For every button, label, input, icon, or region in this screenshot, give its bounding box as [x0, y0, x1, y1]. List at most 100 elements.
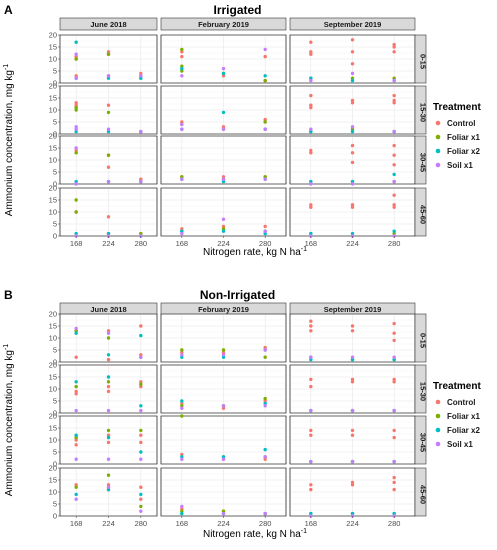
data-point [221, 406, 226, 410]
data-point [221, 511, 226, 516]
legend-label: Soil x1 [447, 440, 473, 449]
data-point [309, 127, 313, 131]
chart-title: Irrigated [213, 3, 261, 17]
row-strip [414, 364, 427, 414]
x-tick-label: 224 [217, 239, 230, 248]
data-point [350, 459, 355, 464]
data-point [180, 47, 184, 52]
x-tick-label: 280 [388, 239, 401, 248]
data-point [309, 355, 313, 359]
data-point [180, 399, 184, 403]
data-point [221, 229, 226, 233]
column-strip-label: June 2018 [90, 305, 126, 314]
data-point [74, 331, 78, 335]
data-point [74, 329, 78, 333]
data-point [350, 231, 355, 236]
data-point [139, 71, 143, 76]
data-point [263, 511, 267, 516]
data-point [309, 203, 313, 207]
data-point [263, 348, 267, 352]
data-point [350, 408, 355, 413]
data-point [74, 433, 78, 437]
data-point [180, 69, 184, 73]
data-point [263, 54, 267, 59]
legend-swatch [435, 148, 441, 154]
data-point [350, 125, 355, 129]
data-point [350, 78, 355, 83]
data-point [139, 231, 143, 236]
data-point [180, 414, 184, 418]
data-point [74, 76, 78, 80]
data-point [74, 389, 78, 394]
data-point [350, 127, 355, 131]
data-point [309, 50, 313, 54]
data-point [74, 148, 78, 153]
column-strip-label: February 2019 [198, 305, 249, 314]
data-point [139, 404, 143, 408]
y-tick-label: 10 [49, 106, 57, 115]
data-point [139, 428, 143, 433]
data-point [180, 177, 184, 181]
data-point [74, 103, 78, 107]
data-point [221, 74, 226, 78]
data-point [263, 345, 267, 350]
data-point [106, 129, 111, 134]
data-point [106, 435, 111, 440]
y-tick-label: 15 [49, 144, 57, 153]
panel-letter: A [4, 3, 13, 17]
data-point [180, 401, 184, 406]
x-tick-label: 168 [70, 519, 83, 528]
legend-swatch [435, 399, 441, 405]
data-point [139, 177, 143, 181]
data-point [106, 153, 111, 157]
data-point [74, 457, 78, 461]
legend-label: Soil x1 [447, 161, 473, 170]
data-point [309, 151, 313, 155]
data-point [309, 52, 313, 56]
data-point [263, 457, 267, 461]
y-tick-label: 0 [53, 232, 57, 241]
data-point [221, 177, 226, 181]
facet-border [160, 135, 287, 185]
data-point [180, 231, 184, 236]
data-point [180, 355, 184, 359]
y-tick-label: 15 [49, 476, 57, 485]
data-point [180, 507, 184, 511]
data-point [180, 404, 184, 408]
data-point [106, 357, 111, 362]
data-point [139, 433, 143, 437]
y-tick-label: 0 [53, 460, 57, 469]
data-point [309, 459, 313, 464]
data-point [263, 120, 267, 124]
row-strip [414, 415, 427, 465]
legend-title: Treatment [433, 381, 481, 392]
data-point [106, 389, 111, 394]
data-point [309, 129, 313, 134]
data-point [309, 76, 313, 80]
data-point [74, 54, 78, 59]
data-point [139, 179, 143, 184]
y-tick-label: 20 [49, 132, 57, 141]
y-tick-label: 10 [49, 436, 57, 445]
data-point [74, 210, 78, 214]
y-tick-label: 20 [49, 310, 57, 319]
data-point [263, 399, 267, 403]
data-point [392, 45, 396, 49]
data-point [180, 175, 184, 179]
data-point [309, 487, 313, 492]
data-point [350, 62, 355, 66]
data-point [74, 326, 78, 331]
row-strip [414, 313, 427, 363]
column-strip-label: September 2019 [324, 20, 382, 29]
data-point [350, 380, 355, 384]
data-point [139, 76, 143, 80]
data-point [106, 457, 111, 461]
data-point [74, 129, 78, 134]
data-point [74, 392, 78, 396]
data-point [74, 105, 78, 110]
data-point [74, 179, 78, 184]
row-strip-label: 15-30 [419, 382, 428, 401]
data-point [106, 353, 111, 357]
row-strip-label: 45-60 [419, 485, 428, 504]
